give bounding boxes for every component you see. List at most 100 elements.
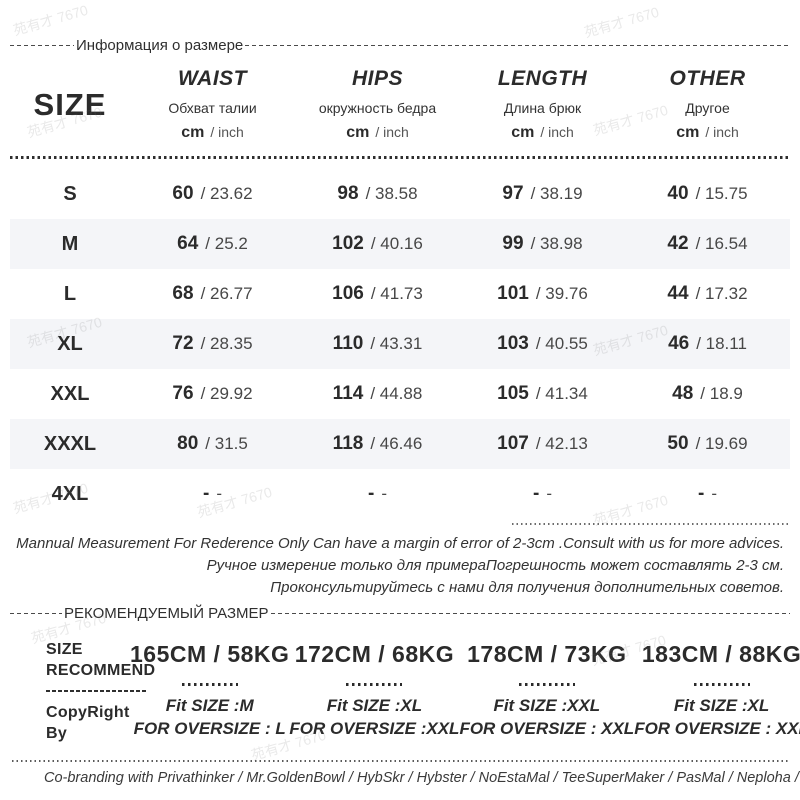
other-inch: / 16.54 xyxy=(695,234,748,253)
waist-cm: - xyxy=(203,483,210,504)
waist-cm: 68 xyxy=(172,283,194,304)
length-cm: 103 xyxy=(497,333,529,354)
oversize-size: FOR OVERSIZE : XXL xyxy=(459,719,635,738)
hips-cm: - xyxy=(368,483,375,504)
size-info-divider-label: Информация о размере xyxy=(76,36,244,54)
height-weight: 172CM / 68KG xyxy=(294,641,455,667)
oversize-size: FOR OVERSIZE :XXL xyxy=(289,719,460,738)
waist-inch: / 29.92 xyxy=(200,384,253,403)
fit-size: Fit SIZE :XL xyxy=(673,696,770,715)
hips-inch: / 44.88 xyxy=(370,384,423,403)
recommend-column-2: 172CM / 68KG Fit SIZE :XL FOR OVERSIZE :… xyxy=(289,629,459,744)
note-line: Mannual Measurement For Rederence Only C… xyxy=(16,535,784,552)
divider-dash xyxy=(10,612,62,614)
waist-inch: / 25.2 xyxy=(205,234,248,253)
column-title: LENGTH xyxy=(497,67,588,90)
size-recommend-section: SIZE RECOMMEND CopyRight By 165CM / 58KG… xyxy=(10,629,800,744)
inch-unit-label: / inch xyxy=(375,124,409,140)
column-header-length: LENGTH Длина брюк cm / inch xyxy=(460,67,625,142)
waist-cm: 80 xyxy=(177,433,199,454)
table-row-xxxl: XXXL 80 / 31.5 118 / 46.46 107 / 42.13 50 / … xyxy=(10,419,790,469)
column-title: WAIST xyxy=(178,67,247,90)
size-label: M xyxy=(61,232,79,255)
hips-inch: / 38.58 xyxy=(365,184,418,203)
height-weight: 183CM / 88KG xyxy=(641,641,800,667)
length-cm: 107 xyxy=(497,433,529,454)
other-inch: / 18.9 xyxy=(700,384,743,403)
oversize-size: FOR OVERSIZE : XXL xyxy=(634,719,800,738)
note-line: Ручное измерение только для примераПогре… xyxy=(206,557,784,574)
recommend-label-line1: SIZE xyxy=(46,641,83,658)
other-inch: / 17.32 xyxy=(695,284,748,303)
size-label: XXL xyxy=(50,382,90,405)
hips-cm: 110 xyxy=(332,333,364,354)
length-inch: / 38.98 xyxy=(530,234,583,253)
inch-unit-label: / inch xyxy=(705,124,739,140)
hips-cm: 98 xyxy=(337,183,359,204)
size-label: XXXL xyxy=(43,432,97,455)
other-cm: 50 xyxy=(667,433,689,454)
size-label: L xyxy=(63,282,77,305)
recommend-divider: РЕКОМЕНДУЕМЫЙ РАЗМЕР xyxy=(10,604,790,622)
waist-inch: / 31.5 xyxy=(205,434,248,453)
inch-unit-label: / inch xyxy=(210,124,244,140)
other-inch: / 19.69 xyxy=(695,434,748,453)
dots-divider xyxy=(181,683,238,686)
other-inch: / 18.11 xyxy=(696,334,747,353)
size-label: 4XL xyxy=(51,482,89,505)
length-inch: / 38.19 xyxy=(530,184,583,203)
column-subtitle: Длина брюк xyxy=(503,100,582,116)
column-header-hips: HIPS окружность бедра cm / inch xyxy=(295,67,460,142)
fit-size: Fit SIZE :XL xyxy=(326,696,423,715)
column-header-other: OTHER Другое cm / inch xyxy=(625,67,790,142)
fit-size: Fit SIZE :M xyxy=(165,696,254,715)
hips-cm: 106 xyxy=(332,283,364,304)
recommend-label-block: SIZE RECOMMEND CopyRight By xyxy=(10,629,155,744)
table-bottom-dotted-divider xyxy=(512,523,788,525)
waist-cm: 76 xyxy=(172,383,194,404)
waist-cm: 60 xyxy=(172,183,194,204)
waist-inch: / 28.35 xyxy=(200,334,253,353)
cm-unit-label: cm xyxy=(181,124,205,141)
table-row-l: L 68 / 26.77 106 / 41.73 101 / 39.76 44 / 17… xyxy=(10,269,790,319)
column-units: cm / inch xyxy=(295,124,460,142)
column-subtitle: Обхват талии xyxy=(168,100,257,116)
length-inch: / 40.55 xyxy=(535,334,588,353)
length-cm: 99 xyxy=(502,233,524,254)
footer-dotted-divider xyxy=(12,760,788,762)
recommend-label-dash xyxy=(46,690,146,692)
divider-dash xyxy=(10,44,74,46)
other-cm: 40 xyxy=(667,183,689,204)
inch-unit-label: / inch xyxy=(540,124,574,140)
other-cm: 44 xyxy=(667,283,689,304)
header-dotted-divider xyxy=(10,156,790,159)
recommend-column-4: 183CM / 88KG Fit SIZE :XL FOR OVERSIZE :… xyxy=(634,629,800,744)
recommend-column-3: 178CM / 73KG Fit SIZE :XXL FOR OVERSIZE … xyxy=(459,629,634,744)
waist-cm: 64 xyxy=(177,233,199,254)
length-inch: / 41.34 xyxy=(535,384,588,403)
length-cm: 105 xyxy=(497,383,529,404)
table-header: SIZE WAIST Обхват талии cm / inch HIPS ок… xyxy=(10,53,790,154)
length-cm: 101 xyxy=(497,283,529,304)
size-label: XL xyxy=(57,332,83,355)
hips-inch: / 40.16 xyxy=(370,234,423,253)
size-label: S xyxy=(63,182,77,205)
recommend-divider-label: РЕКОМЕНДУЕМЫЙ РАЗМЕР xyxy=(64,604,269,622)
column-units: cm / inch xyxy=(625,124,790,142)
cm-unit-label: cm xyxy=(676,124,700,141)
length-cm: - xyxy=(533,483,540,504)
hips-inch: - xyxy=(381,484,387,503)
measurement-notes: Mannual Measurement For Rederence Only C… xyxy=(0,531,800,605)
dots-divider xyxy=(518,683,575,686)
column-units: cm / inch xyxy=(130,124,295,142)
length-inch: / 39.76 xyxy=(535,284,588,303)
waist-inch: - xyxy=(216,484,222,503)
hips-inch: / 43.31 xyxy=(370,334,423,353)
length-cm: 97 xyxy=(502,183,524,204)
column-title: OTHER xyxy=(669,67,746,90)
hips-inch: / 41.73 xyxy=(370,284,423,303)
cm-unit-label: cm xyxy=(511,124,535,141)
table-corner-cell: SIZE xyxy=(10,67,130,142)
oversize-size: FOR OVERSIZE : L xyxy=(133,719,286,738)
